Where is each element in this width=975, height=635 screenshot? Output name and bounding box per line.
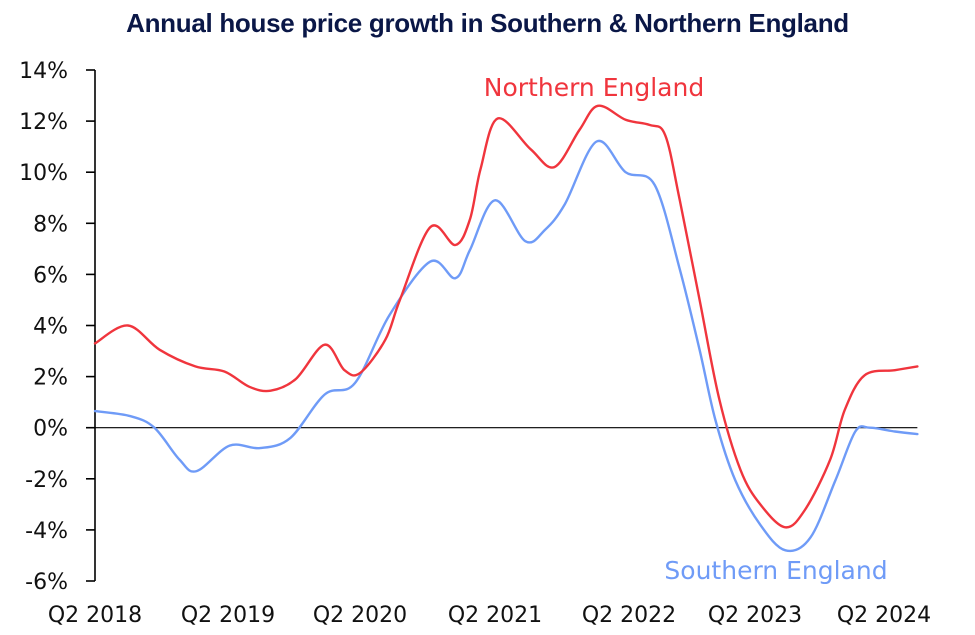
chart-title: Annual house price growth in Southern & …	[126, 8, 849, 38]
x-tick-label: Q2 2022	[582, 603, 676, 628]
x-tick-label: Q2 2020	[313, 603, 407, 628]
y-tick-label: 0%	[33, 417, 68, 442]
series-label-northern-england: Northern England	[484, 73, 704, 102]
y-tick-label: 4%	[33, 315, 68, 340]
y-tick-label: 2%	[33, 366, 68, 391]
y-tick-label: 6%	[33, 263, 68, 288]
x-tick-label: Q2 2023	[708, 603, 802, 628]
series-northern-england	[93, 104, 919, 529]
series-southern-england	[93, 139, 919, 553]
y-tick-label: -2%	[25, 468, 68, 493]
x-tick-label: Q2 2018	[48, 603, 142, 628]
x-tick-label: Q2 2024	[837, 603, 931, 628]
y-tick-label: 14%	[19, 59, 68, 84]
y-tick-label: -6%	[25, 570, 68, 595]
series-label-southern-england: Southern England	[664, 556, 887, 585]
y-tick-label: 8%	[33, 212, 68, 237]
x-tick-label: Q2 2019	[181, 603, 275, 628]
legend-layer: Northern England Southern England	[484, 73, 888, 585]
y-axis: 14% 12% 10% 8% 6% 4% 2% 0% -2% -4% -6%	[19, 59, 96, 595]
y-tick-label: 10%	[19, 161, 68, 186]
series-line-northern-england	[93, 104, 919, 529]
x-tick-label: Q2 2021	[448, 603, 542, 628]
y-tick-label: -4%	[25, 519, 68, 544]
series-layer	[93, 104, 919, 553]
x-axis: Q2 2018 Q2 2019 Q2 2020 Q2 2021 Q2 2022 Q2 20…	[48, 427, 931, 628]
series-line-southern-england	[93, 139, 919, 553]
y-tick-label: 12%	[19, 110, 68, 135]
